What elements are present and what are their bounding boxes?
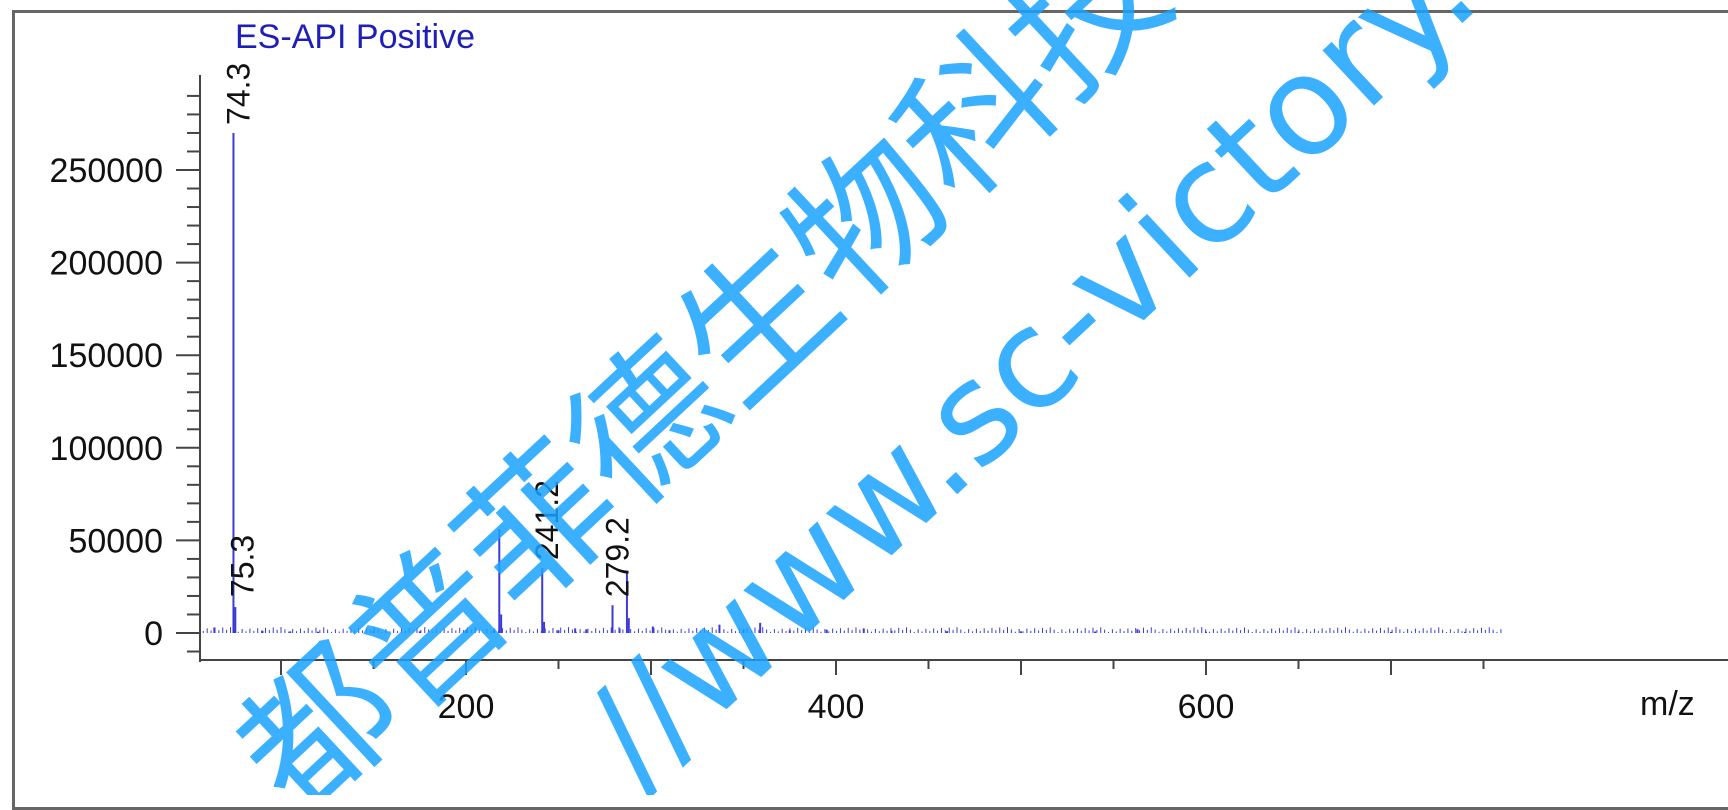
peak-label: 74.3: [220, 63, 256, 125]
y-tick-label: 0: [144, 615, 163, 653]
peak-label: 75.3: [224, 535, 260, 597]
y-tick-label: 200000: [50, 245, 163, 283]
y-tick-label: 100000: [50, 430, 163, 468]
x-tick-label: 400: [808, 688, 865, 726]
x-axis-label: m/z: [1640, 685, 1695, 723]
y-tick-label: 250000: [50, 152, 163, 190]
peak-label: 241.2: [529, 480, 565, 560]
chart-title: ES-API Positive: [235, 18, 475, 56]
x-tick-label: 200: [438, 688, 495, 726]
x-tick-label: 600: [1178, 688, 1235, 726]
peak-label: 279.2: [600, 517, 636, 597]
y-tick-label: 150000: [50, 337, 163, 375]
y-tick-label: 50000: [68, 522, 163, 560]
